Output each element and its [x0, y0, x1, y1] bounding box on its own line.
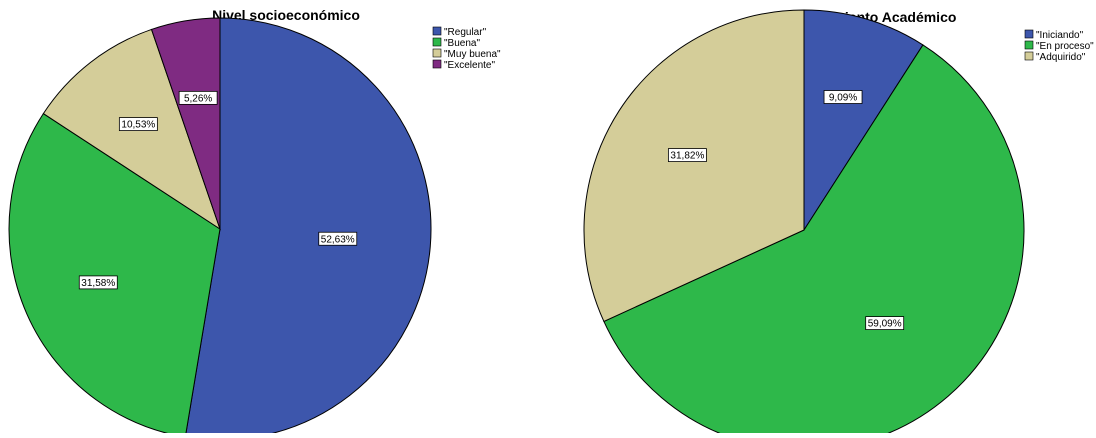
data-label-box-0 — [823, 90, 863, 104]
data-label-text-3: 5,26% — [184, 93, 212, 104]
pie-slice-1 — [603, 44, 1025, 438]
legend-label-2: "Adquirido" — [1036, 52, 1086, 63]
data-label-text-0: 9,09% — [829, 93, 857, 104]
legend-academic: "Iniciando""En proceso""Adquirido" — [1024, 29, 1094, 63]
data-label-text-0: 52,63% — [321, 234, 355, 245]
data-label-box-3 — [178, 90, 218, 105]
pie-slices-academic: 9,09% 59,09% 31,82% — [583, 9, 1025, 438]
legend-label-3: "Excelente" — [444, 60, 495, 71]
legend-label-0: "Regular" — [444, 27, 487, 38]
data-label-1: 59,09% — [865, 316, 905, 331]
chart-title-socioeconomic: Nivel socioeconómico — [212, 7, 360, 23]
pie-slices-socioeconomic: 52,63% 31,58% 10,53% 5,26% — [8, 17, 432, 438]
pie-slice-0 — [184, 17, 432, 438]
legend-swatch-1 — [432, 37, 442, 47]
legend-label-1: "Buena" — [444, 38, 480, 49]
pie-slice-3 — [150, 17, 221, 230]
legend-swatch-0 — [1024, 29, 1034, 39]
data-label-box-1 — [865, 316, 905, 331]
data-label-2: 31,82% — [667, 148, 707, 162]
data-label-3: 5,26% — [178, 90, 218, 105]
legend-swatch-2 — [1024, 51, 1034, 61]
data-label-box-2 — [667, 148, 707, 162]
legend-swatch-2 — [432, 48, 442, 58]
data-label-2: 10,53% — [118, 117, 158, 131]
pie-slice-0 — [803, 9, 924, 232]
data-label-text-2: 31,82% — [670, 151, 704, 162]
data-label-box-2 — [118, 117, 158, 131]
pie-slice-1 — [8, 112, 221, 438]
data-label-box-1 — [78, 275, 118, 290]
legend-socioeconomic: "Regular""Buena""Muy buena""Excelente" — [432, 26, 501, 71]
legend-swatch-0 — [432, 26, 442, 36]
data-label-box-0 — [318, 231, 358, 246]
legend-label-1: "En proceso" — [1036, 41, 1094, 52]
data-label-text-1: 31,58% — [81, 278, 115, 289]
legend-label-0: "Iniciando" — [1036, 30, 1084, 41]
legend-swatch-3 — [432, 59, 442, 69]
legend-label-2: "Muy buena" — [444, 49, 501, 60]
pie-chart-socioeconomic: Nivel socioeconómico 52,63%31,58%10,53%5… — [8, 7, 501, 438]
data-label-0: 52,63% — [318, 231, 358, 246]
pie-chart-academic: Rendimiento Académico 9,09%59,09%31,82% … — [583, 9, 1094, 438]
data-label-text-1: 59,09% — [868, 319, 902, 330]
legend-swatch-1 — [1024, 40, 1034, 50]
pie-slice-2 — [583, 9, 805, 323]
data-label-1: 31,58% — [78, 275, 118, 290]
data-label-text-2: 10,53% — [121, 120, 155, 131]
data-label-0: 9,09% — [823, 90, 863, 104]
